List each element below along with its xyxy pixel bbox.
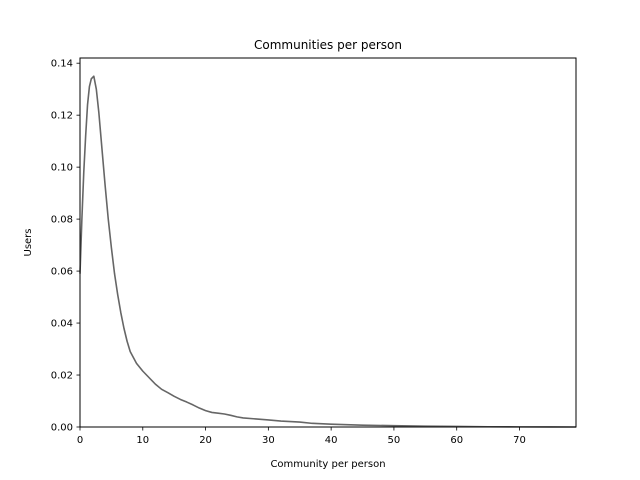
x-tick-label: 10 [136, 435, 149, 446]
x-tick-label: 20 [199, 435, 212, 446]
y-axis-ticks: 0.00 0.02 0.04 0.06 0.08 0.10 0.12 0.14 [51, 59, 80, 434]
y-tick-label: 0.04 [51, 319, 73, 330]
y-tick-label: 0.14 [51, 59, 73, 70]
plot-layer [79, 75, 577, 428]
y-tick-label: 0.00 [51, 423, 73, 434]
y-axis-label: Users [23, 228, 34, 256]
chart-title: Communities per person [254, 38, 402, 52]
y-tick-label: 0.08 [51, 215, 73, 226]
y-tick-label: 0.10 [51, 163, 73, 174]
x-tick-label: 70 [513, 435, 526, 446]
y-tick-label: 0.02 [51, 371, 73, 382]
x-tick-label: 0 [77, 435, 83, 446]
x-axis-label: Community per person [270, 459, 385, 470]
density-line [79, 75, 577, 428]
y-tick-label: 0.12 [51, 111, 73, 122]
y-tick-label: 0.06 [51, 267, 73, 278]
x-axis-ticks: 0 10 20 30 40 50 60 70 [77, 427, 526, 446]
x-tick-label: 50 [388, 435, 401, 446]
x-tick-label: 40 [325, 435, 338, 446]
x-tick-label: 60 [450, 435, 463, 446]
x-tick-label: 30 [262, 435, 275, 446]
plot-frame [79, 57, 577, 428]
